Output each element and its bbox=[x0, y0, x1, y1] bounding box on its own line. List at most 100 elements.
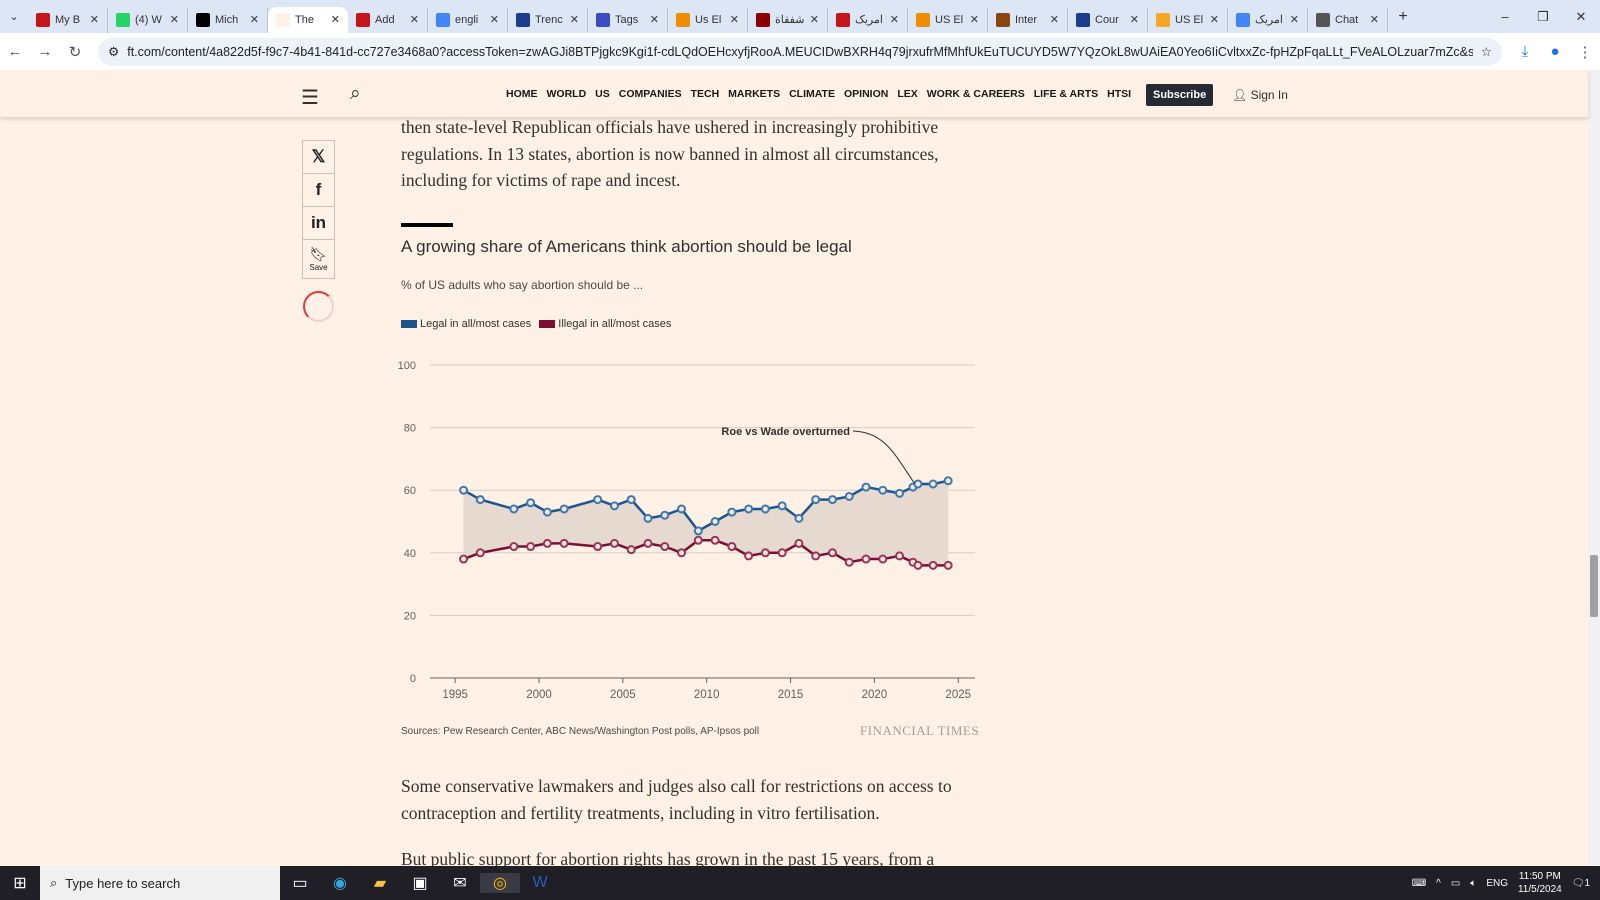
data-point bbox=[677, 548, 687, 558]
scrollbar[interactable] bbox=[1588, 70, 1600, 866]
y-tick-label: 100 bbox=[398, 360, 416, 372]
data-point bbox=[895, 488, 905, 498]
windows-start-icon[interactable]: ⊞ bbox=[13, 875, 27, 892]
tab-close-icon[interactable]: ✕ bbox=[489, 14, 499, 26]
tab-close-icon[interactable]: ✕ bbox=[249, 14, 259, 26]
nav-item[interactable]: HTSI bbox=[1107, 88, 1132, 100]
tab-close-icon[interactable]: ✕ bbox=[649, 14, 659, 26]
tab-close-icon[interactable]: ✕ bbox=[1129, 14, 1139, 26]
browser-tab[interactable]: US El ✕ bbox=[908, 6, 988, 33]
nav-item[interactable]: OPINION bbox=[843, 88, 889, 100]
nav-item[interactable]: LEX bbox=[897, 88, 918, 100]
tab-close-icon[interactable]: ✕ bbox=[889, 14, 899, 26]
tab-close-icon[interactable]: ✕ bbox=[809, 14, 819, 26]
mail-icon[interactable]: ✉ bbox=[453, 875, 467, 892]
minimize-button[interactable]: – bbox=[1501, 8, 1509, 24]
search-icon[interactable]: ⌕ bbox=[350, 83, 361, 104]
nav-item[interactable]: LIFE & ARTS bbox=[1033, 88, 1099, 100]
tab-close-icon[interactable]: ✕ bbox=[1209, 14, 1219, 26]
tab-close-icon[interactable]: ✕ bbox=[729, 14, 739, 26]
nav-item[interactable]: WORK & CAREERS bbox=[926, 88, 1025, 100]
close-window-button[interactable]: ✕ bbox=[1575, 8, 1587, 24]
taskbar-search[interactable]: ⌕ Type here to search bbox=[40, 866, 280, 900]
chart-top-rule bbox=[401, 223, 453, 227]
browser-tab[interactable]: The ✕ bbox=[268, 6, 348, 33]
tab-close-icon[interactable]: ✕ bbox=[1369, 14, 1379, 26]
tab-close-icon[interactable]: ✕ bbox=[169, 14, 179, 26]
tab-close-icon[interactable]: ✕ bbox=[969, 14, 979, 26]
file-explorer-icon[interactable]: ▰ bbox=[373, 875, 387, 892]
site-info-icon[interactable]: ⚙ bbox=[108, 45, 120, 59]
bookmark-star-icon[interactable]: ☆ bbox=[1480, 45, 1492, 59]
notifications-icon[interactable]: 🗨︎1 bbox=[1571, 877, 1590, 889]
forward-icon[interactable]: → bbox=[37, 43, 53, 60]
download-icon[interactable]: ⤓ bbox=[1521, 43, 1529, 60]
language-indicator[interactable]: ENG bbox=[1486, 877, 1508, 889]
volume-icon[interactable]: 🔈︎ bbox=[1470, 877, 1477, 889]
browser-tab[interactable]: Add ✕ bbox=[348, 6, 428, 33]
sign-in-link[interactable]: 👤︎ Sign In bbox=[1232, 88, 1288, 102]
url-bar[interactable]: ⚙ ft.com/content/4a822d5f-f9c7-4b41-841d… bbox=[98, 37, 1502, 66]
browser-tab[interactable]: Chat ✕ bbox=[1308, 6, 1388, 33]
tab-close-icon[interactable]: ✕ bbox=[1289, 14, 1299, 26]
browser-tab[interactable]: Tags ✕ bbox=[588, 6, 668, 33]
keyboard-icon[interactable]: ⌨ bbox=[1411, 877, 1427, 889]
nav-item[interactable]: COMPANIES bbox=[618, 88, 682, 100]
restore-button[interactable]: ❐ bbox=[1537, 8, 1549, 24]
browser-tab[interactable]: امریک ✕ bbox=[1228, 6, 1308, 33]
tab-close-icon[interactable]: ✕ bbox=[1049, 14, 1059, 26]
menu-kebab-icon[interactable]: ⋮ bbox=[1577, 43, 1593, 61]
hamburger-menu-icon[interactable]: ☰ bbox=[301, 87, 319, 109]
tab-search-button[interactable]: ⌄ bbox=[9, 11, 19, 23]
search-placeholder: Type here to search bbox=[65, 875, 181, 891]
tab-close-icon[interactable]: ✕ bbox=[89, 14, 99, 26]
save-button[interactable]: 🔖︎ Save bbox=[302, 239, 335, 279]
browser-tab[interactable]: engli ✕ bbox=[428, 6, 508, 33]
browser-tab[interactable]: Inter ✕ bbox=[988, 6, 1068, 33]
back-icon[interactable]: ← bbox=[7, 43, 23, 60]
store-icon[interactable]: ▣ bbox=[412, 875, 428, 892]
tab-title: Mich bbox=[215, 13, 239, 26]
reload-icon[interactable]: ↻ bbox=[68, 43, 82, 61]
browser-tab[interactable]: شفقاة ✕ bbox=[748, 6, 828, 33]
tab-favicon-icon bbox=[756, 12, 770, 27]
tab-favicon-icon bbox=[836, 12, 850, 27]
browser-tab[interactable]: Us El ✕ bbox=[668, 6, 748, 33]
nav-item[interactable]: TECH bbox=[690, 88, 720, 100]
nav-item[interactable]: US bbox=[595, 88, 610, 100]
browser-tab[interactable]: امریک ✕ bbox=[828, 6, 908, 33]
browser-tab[interactable]: US El ✕ bbox=[1148, 6, 1228, 33]
share-x-button[interactable]: 𝕏 bbox=[302, 140, 335, 173]
tab-close-icon[interactable]: ✕ bbox=[330, 14, 340, 26]
browser-tab[interactable]: Trenc ✕ bbox=[508, 6, 588, 33]
task-view-icon[interactable]: ▭ bbox=[292, 875, 308, 892]
data-point bbox=[878, 554, 888, 564]
profile-icon[interactable]: ● bbox=[1550, 43, 1560, 60]
browser-tab[interactable]: Cour ✕ bbox=[1068, 6, 1148, 33]
chrome-icon[interactable]: ◎ bbox=[480, 873, 520, 893]
browser-tab[interactable]: Mich ✕ bbox=[188, 6, 268, 33]
browser-tab[interactable]: (4) W ✕ bbox=[108, 6, 188, 33]
share-linkedin-button[interactable]: in bbox=[302, 206, 335, 239]
network-icon[interactable]: ▭ bbox=[1450, 877, 1461, 889]
new-tab-button[interactable]: + bbox=[1398, 7, 1408, 25]
scrollbar-thumb[interactable] bbox=[1590, 555, 1598, 617]
tab-title: The bbox=[295, 13, 314, 26]
nav-item[interactable]: HOME bbox=[506, 88, 538, 100]
tab-close-icon[interactable]: ✕ bbox=[569, 14, 579, 26]
clock[interactable]: 11:50 PM 11/5/2024 bbox=[1518, 870, 1562, 896]
nav-item[interactable]: CLIMATE bbox=[789, 88, 835, 100]
browser-tab[interactable]: My B ✕ bbox=[28, 6, 108, 33]
nav-item[interactable]: MARKETS bbox=[728, 88, 781, 100]
share-facebook-button[interactable]: f bbox=[302, 173, 335, 206]
edge-icon[interactable]: ◉ bbox=[333, 875, 347, 892]
x-tick-label: 2015 bbox=[778, 689, 804, 701]
nav-item[interactable]: WORLD bbox=[546, 88, 587, 100]
tab-close-icon[interactable]: ✕ bbox=[409, 14, 419, 26]
chevron-up-icon[interactable]: ^ bbox=[1436, 877, 1441, 889]
subscribe-button[interactable]: Subscribe bbox=[1146, 84, 1214, 106]
system-tray: ⌨ ^ ▭ 🔈︎ ENG 11:50 PM 11/5/2024 🗨︎1 bbox=[1412, 870, 1600, 896]
data-point bbox=[777, 501, 787, 511]
word-icon[interactable]: W bbox=[532, 874, 548, 891]
legend-item-legal: Legal in all/most cases bbox=[401, 318, 531, 330]
